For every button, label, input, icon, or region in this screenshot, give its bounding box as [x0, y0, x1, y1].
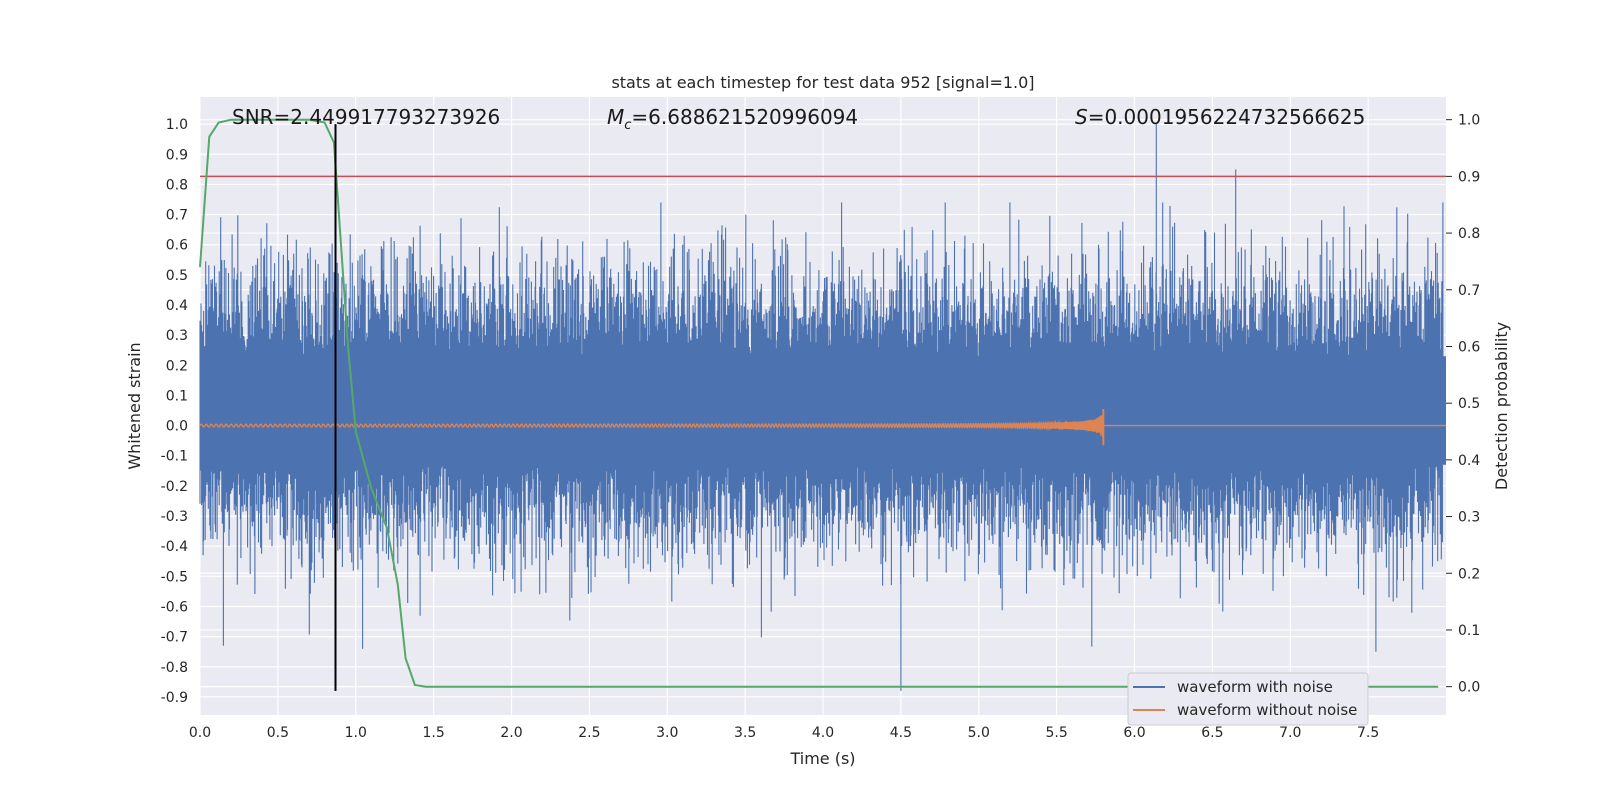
x-tick-label: 0.5 [267, 725, 289, 741]
y-right-tick-label: 0.5 [1458, 396, 1480, 412]
y-axis-label: Whitened strain [125, 342, 144, 469]
x-tick-label: 0.0 [189, 725, 211, 741]
ticks: 0.0 0.5 1.0 1.5 2.0 2.5 3.0 3.5 4.0 4.5 5.0 5.5 6.0 6… [161, 113, 1481, 741]
overlay [199, 118, 1446, 691]
noise-series [199, 124, 1446, 691]
y-tick-label: -0.8 [161, 660, 188, 676]
y-tick-label: 0.1 [166, 388, 188, 404]
x-tick-label: 1.0 [345, 725, 367, 741]
y-right-tick-label: 0.6 [1458, 339, 1480, 355]
y-right-tick-label: 0.3 [1458, 510, 1480, 526]
x-axis-label: Time (s) [789, 749, 855, 768]
y-right-tick-label: 0.4 [1458, 453, 1480, 469]
x-tick-label: 7.0 [1279, 725, 1301, 741]
y-right-tick-label: 0.8 [1458, 226, 1480, 242]
y-right-tick-label: 0.9 [1458, 169, 1480, 185]
x-tick-label: 2.5 [578, 725, 600, 741]
y-right-tick-label: 0.2 [1458, 566, 1480, 582]
x-tick-label: 6.0 [1123, 725, 1145, 741]
chart-title: stats at each timestep for test data 952… [611, 73, 1034, 92]
x-tick-label: 4.0 [812, 725, 834, 741]
x-tick-label: 7.5 [1357, 725, 1379, 741]
y-tick-label: -0.3 [161, 509, 188, 525]
x-tick-label: 4.5 [890, 725, 912, 741]
legend: waveform with noise waveform without noi… [1127, 672, 1369, 726]
legend-box [1127, 672, 1369, 726]
signal-waveform [199, 414, 1446, 438]
x-tick-label: 6.5 [1201, 725, 1223, 741]
x-tick-label: 3.5 [734, 725, 756, 741]
y-tick-label: 0.5 [166, 268, 188, 284]
x-tick-label: 2.0 [500, 725, 522, 741]
y-tick-label: -0.1 [161, 449, 188, 465]
x-tick-label: 5.5 [1045, 725, 1067, 741]
legend-label-signal: waveform without noise [1177, 701, 1357, 719]
x-tick-label: 3.0 [656, 725, 678, 741]
y-tick-label: -0.6 [161, 599, 188, 615]
legend-label-noise: waveform with noise [1177, 678, 1333, 696]
noise-spikes [199, 124, 1444, 691]
y-tick-label: -0.4 [161, 539, 188, 555]
y-tick-label: 0.4 [166, 298, 188, 314]
signal-series [199, 409, 1446, 446]
y-tick-label: -0.7 [161, 630, 188, 646]
y-tick-label: 0.8 [166, 177, 188, 193]
x-tick-label: 5.0 [968, 725, 990, 741]
y-right-tick-label: 0.1 [1458, 623, 1480, 639]
y-tick-label: 0.2 [166, 358, 188, 374]
detection-probability-line [199, 118, 1439, 688]
y-tick-label: 1.0 [166, 117, 188, 133]
y-tick-label: 0.6 [166, 238, 188, 254]
s-annotation: S=0.0001956224732566625 [1075, 105, 1365, 129]
y-tick-label: 0.7 [166, 208, 188, 224]
y-tick-label: -0.9 [161, 690, 188, 706]
y-tick-label: -0.2 [161, 479, 188, 495]
y-right-tick-label: 1.0 [1458, 113, 1480, 129]
y-right-tick-label: 0.0 [1458, 680, 1480, 696]
x-tick-label: 1.5 [422, 725, 444, 741]
y-axis-right-label: Detection probability [1492, 322, 1511, 490]
chirp-mass-annotation: Mc=6.688621520996094 [607, 105, 858, 133]
y-tick-label: -0.5 [161, 569, 188, 585]
snr-annotation: SNR=2.449917793273926 [232, 105, 500, 129]
y-tick-label: 0.9 [166, 147, 188, 163]
y-right-tick-label: 0.7 [1458, 283, 1480, 299]
y-tick-label: 0.0 [166, 419, 188, 435]
y-tick-label: 0.3 [166, 328, 188, 344]
